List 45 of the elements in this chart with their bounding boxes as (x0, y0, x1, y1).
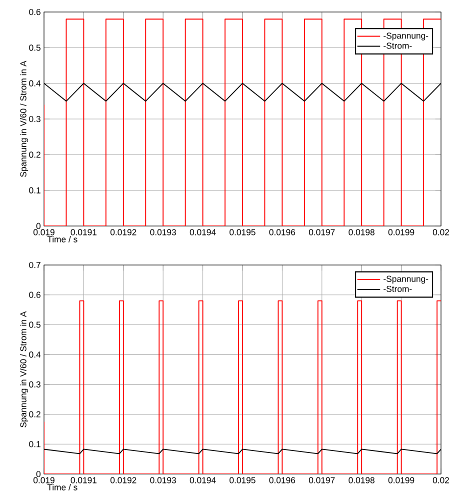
y-tick-label: 0.3 (29, 381, 40, 388)
x-tick-label: 0.0194 (190, 477, 216, 484)
x-tick-label: 0.0196 (269, 477, 296, 484)
legend-label: -Spannung- (384, 32, 428, 40)
x-tick-label: 0.0194 (190, 229, 216, 236)
x-tick-label: 0.0195 (230, 477, 256, 484)
x-tick-label: 0.02 (432, 229, 449, 236)
legend-label: -Strom- (384, 42, 412, 49)
y-tick-label: 0 (36, 222, 40, 230)
y-tick-label: 0 (36, 470, 40, 478)
x-tick-label: 0.0199 (388, 477, 414, 484)
x-tick-label: 0.0197 (308, 229, 335, 236)
x-tick-label: 0.019 (33, 477, 54, 484)
y-tick-label: 0.1 (29, 187, 40, 194)
x-tick-label: 0.0193 (150, 477, 176, 484)
x-tick-label: 0.0191 (70, 477, 97, 484)
y-axis-title: Spannung in V/60 / Strom in A (20, 60, 28, 177)
x-tick-label: 0.0198 (348, 229, 374, 236)
x-tick-label: 0.0192 (110, 477, 136, 484)
x-tick-label: 0.02 (432, 477, 449, 484)
x-tick-label: 0.0191 (70, 229, 97, 236)
y-tick-label: 0.5 (29, 322, 40, 328)
y-tick-label: 0.6 (29, 292, 40, 298)
y-tick-label: 0.3 (29, 116, 40, 122)
y-tick-label: 0.5 (29, 44, 40, 51)
x-tick-label: 0.0198 (348, 477, 374, 484)
x-axis-title: Time / s (47, 236, 78, 242)
x-tick-label: 0.0196 (269, 229, 296, 236)
x-axis-title: Time / s (47, 484, 78, 490)
x-tick-label: 0.0197 (308, 477, 335, 484)
legend-label: -Strom- (384, 286, 412, 292)
y-tick-label: 0.1 (29, 441, 40, 448)
y-tick-label: 0.7 (29, 262, 40, 268)
y-tick-label: 0.2 (29, 152, 40, 158)
x-tick-label: 0.019 (33, 229, 54, 236)
y-tick-label: 0.4 (29, 352, 41, 358)
y-axis-title: Spannung in V/60 / Strom in A (20, 311, 28, 428)
y-tick-label: 0.4 (29, 80, 41, 86)
x-tick-label: 0.0199 (388, 229, 414, 236)
y-tick-label: 0.2 (29, 411, 40, 418)
x-tick-label: 0.0192 (110, 229, 136, 236)
x-tick-label: 0.0195 (230, 229, 256, 236)
y-tick-label: 0.6 (29, 8, 40, 16)
x-tick-label: 0.0193 (150, 229, 176, 236)
legend-label: -Spannung- (384, 276, 428, 284)
